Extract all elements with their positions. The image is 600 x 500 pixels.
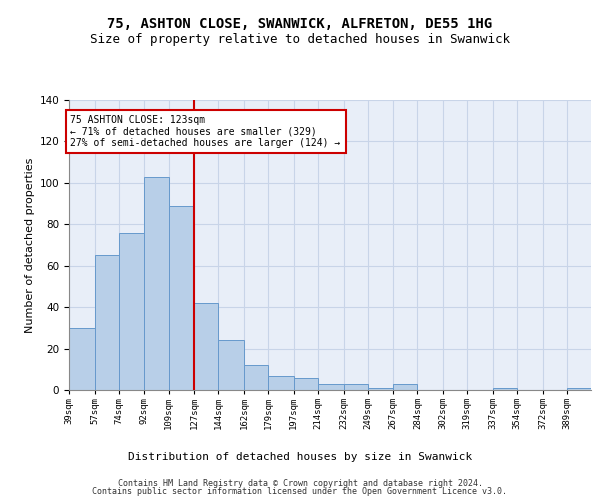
Bar [294, 378, 318, 390]
Text: Distribution of detached houses by size in Swanwick: Distribution of detached houses by size … [128, 452, 472, 462]
Bar [169, 206, 194, 390]
Text: Contains HM Land Registry data © Crown copyright and database right 2024.: Contains HM Land Registry data © Crown c… [118, 478, 482, 488]
Bar [567, 388, 591, 390]
Bar [145, 176, 169, 390]
Text: Size of property relative to detached houses in Swanwick: Size of property relative to detached ho… [90, 32, 510, 46]
Bar [368, 388, 393, 390]
Text: 75 ASHTON CLOSE: 123sqm
← 71% of detached houses are smaller (329)
27% of semi-d: 75 ASHTON CLOSE: 123sqm ← 71% of detache… [70, 114, 341, 148]
Bar [393, 384, 418, 390]
Bar [318, 384, 344, 390]
Bar [119, 232, 145, 390]
Bar [244, 365, 268, 390]
Bar [69, 328, 95, 390]
Y-axis label: Number of detached properties: Number of detached properties [25, 158, 35, 332]
Text: Contains public sector information licensed under the Open Government Licence v3: Contains public sector information licen… [92, 487, 508, 496]
Bar [268, 376, 294, 390]
Bar [194, 303, 218, 390]
Bar [493, 388, 517, 390]
Text: 75, ASHTON CLOSE, SWANWICK, ALFRETON, DE55 1HG: 75, ASHTON CLOSE, SWANWICK, ALFRETON, DE… [107, 18, 493, 32]
Bar [218, 340, 244, 390]
Bar [95, 256, 119, 390]
Bar [344, 384, 368, 390]
